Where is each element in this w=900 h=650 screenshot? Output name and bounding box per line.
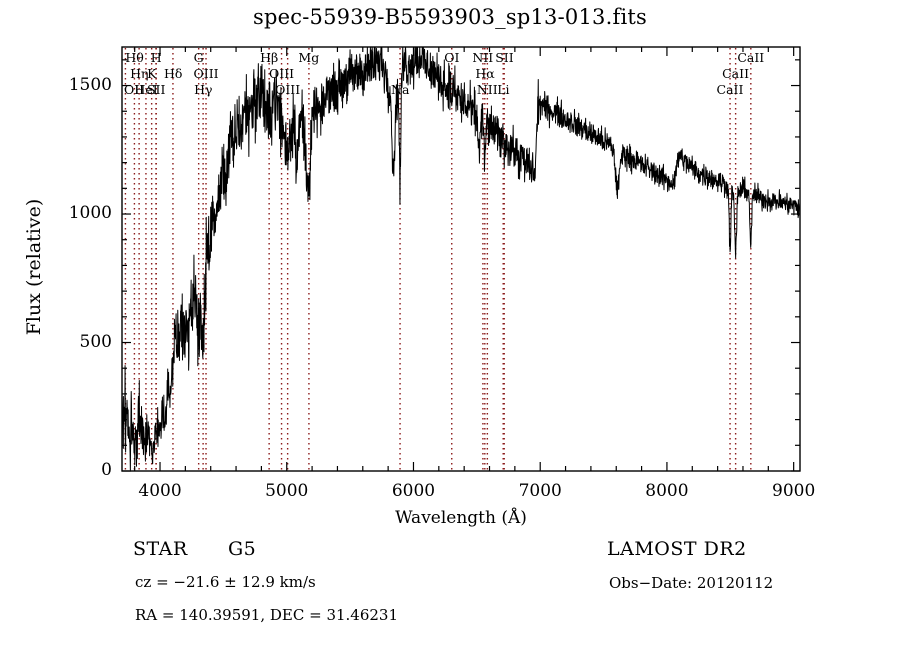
observation-date: Obs−Date: 20120112	[609, 574, 774, 592]
line-label-hei: HeI	[134, 82, 158, 97]
spectral-line-markers	[124, 48, 752, 470]
line-label-hβ: Hβ	[260, 50, 279, 65]
x-tick-label: 8000	[645, 481, 689, 501]
line-label-oii: OII	[124, 82, 145, 97]
y-tick-label: 0	[101, 460, 112, 480]
x-tick-label: 7000	[518, 481, 562, 501]
x-tick-label: 9000	[772, 481, 816, 501]
line-label-caii: CaII	[737, 50, 765, 65]
y-axis-label: Flux (relative)	[23, 198, 45, 336]
line-label-oiii: OIII	[275, 82, 301, 97]
line-label-mg: Mg	[298, 50, 320, 65]
line-label-hθ: Hθ	[125, 50, 144, 65]
line-label-li: Li	[497, 82, 510, 97]
line-label-g: G	[193, 50, 204, 65]
y-tick-label: 500	[79, 331, 112, 352]
line-label-oiii: OIII	[269, 66, 295, 81]
line-label-hγ: Hγ	[194, 82, 213, 97]
radial-velocity: cz = −21.6 ± 12.9 km/s	[135, 573, 316, 591]
line-label-k: K	[147, 66, 157, 81]
page-title: spec-55939-B5593903_sp13-013.fits	[253, 5, 647, 29]
x-tick-label: 5000	[265, 481, 309, 501]
spectrum-curve	[121, 46, 801, 471]
line-label-hα: Hα	[475, 66, 495, 81]
x-tick-label: 4000	[138, 481, 182, 501]
line-label-hδ: Hδ	[163, 66, 183, 81]
line-label-nii: NII	[476, 82, 498, 97]
coordinates: RA = 140.39591, DEC = 31.46231	[135, 606, 399, 624]
x-axis-label: Wavelength (Å)	[395, 508, 527, 528]
line-label-na: Na	[391, 82, 410, 97]
axis-frame	[121, 46, 801, 472]
line-label-caii: CaII	[722, 66, 750, 81]
line-label-oiii: OIII	[193, 66, 219, 81]
x-tick-label: 6000	[391, 481, 436, 501]
line-label-caii: CaII	[716, 82, 744, 97]
survey-name: LAMOST DR2	[607, 538, 747, 560]
line-label-nii: NII	[472, 50, 494, 65]
spectral-class: G5	[228, 538, 257, 560]
line-label-hη: Hη	[130, 66, 149, 81]
object-type: STAR	[133, 538, 188, 560]
line-label-sii: SII	[495, 50, 514, 65]
line-label-oi: OI	[444, 50, 460, 65]
y-tick-label: 1500	[68, 74, 112, 95]
y-tick-label: 1000	[68, 203, 112, 224]
line-label-h: H	[150, 50, 162, 65]
line-label-sii: SII	[146, 82, 166, 97]
